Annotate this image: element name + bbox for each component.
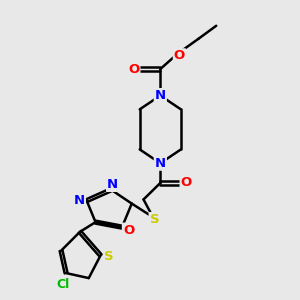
Text: O: O: [181, 176, 192, 190]
Text: S: S: [104, 250, 114, 263]
Text: N: N: [107, 178, 118, 191]
Text: N: N: [155, 89, 166, 102]
Text: S: S: [150, 213, 159, 226]
Text: O: O: [123, 224, 134, 237]
Text: O: O: [174, 49, 185, 62]
Text: N: N: [155, 157, 166, 170]
Text: Cl: Cl: [56, 278, 70, 291]
Text: N: N: [74, 194, 85, 207]
Text: O: O: [128, 62, 140, 76]
